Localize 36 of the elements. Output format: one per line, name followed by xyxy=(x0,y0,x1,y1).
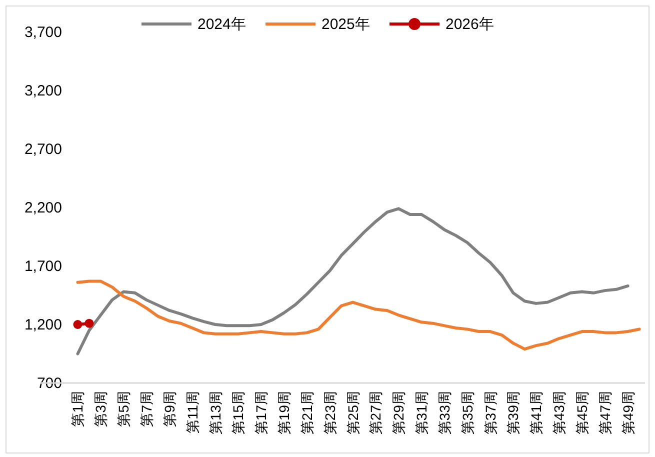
x-tick-label: 第11周 xyxy=(184,391,200,434)
legend-label: 2026年 xyxy=(446,16,494,33)
y-tick-label: 1,700 xyxy=(24,258,62,275)
x-tick-label: 第13周 xyxy=(207,391,224,435)
legend-label: 2024年 xyxy=(198,16,246,33)
line-series xyxy=(76,207,630,356)
x-tick-label: 第41周 xyxy=(528,391,544,435)
x-tick-label: 第9周 xyxy=(161,391,178,427)
y-tick-label: 2,200 xyxy=(24,200,62,216)
x-tick-label: 第39周 xyxy=(505,391,522,435)
y-tick-label: 1,200 xyxy=(24,316,62,334)
line-series xyxy=(76,280,641,351)
y-tick-label: 3,700 xyxy=(24,24,62,41)
legend-label: 2025年 xyxy=(322,16,370,33)
y-tick-label: 3,200 xyxy=(24,82,62,100)
x-tick-label: 第49周 xyxy=(620,391,636,435)
x-tick-label: 第27周 xyxy=(368,391,384,435)
x-tick-label: 第19周 xyxy=(276,391,292,435)
x-tick-label: 第5周 xyxy=(116,391,132,427)
x-tick-label: 第47周 xyxy=(596,391,613,435)
x-tick-label: 第17周 xyxy=(253,391,270,435)
y-tick-label: 2,700 xyxy=(24,141,62,158)
x-tick-label: 第43周 xyxy=(551,391,568,435)
x-tick-label: 第29周 xyxy=(390,391,407,435)
x-tick-label: 第35周 xyxy=(459,391,476,435)
x-tick-label: 第31周 xyxy=(414,391,430,435)
x-tick-label: 第23周 xyxy=(322,391,338,435)
x-tick-label: 第25周 xyxy=(344,391,361,435)
x-tick-label: 第7周 xyxy=(138,391,154,427)
x-tick-label: 第45周 xyxy=(574,391,590,435)
x-tick-label: 第33周 xyxy=(436,391,452,435)
x-tick-label: 第15周 xyxy=(230,391,246,435)
x-tick-label: 第37周 xyxy=(482,391,498,435)
x-tick-label: 第1周 xyxy=(70,391,86,427)
x-tick-label: 第21周 xyxy=(298,391,315,435)
x-tick-label: 第3周 xyxy=(92,391,109,427)
